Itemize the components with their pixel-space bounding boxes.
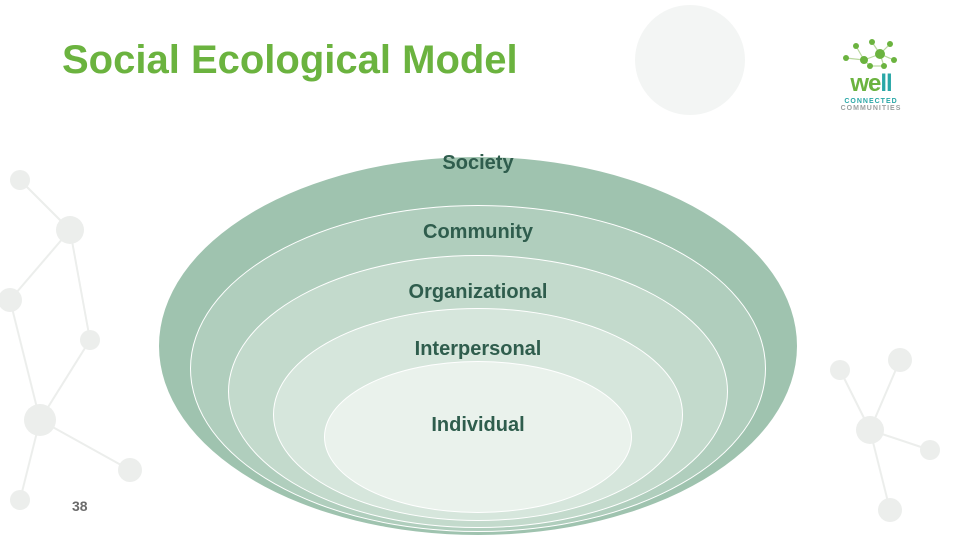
logo-word-part1: we bbox=[850, 70, 880, 97]
logo-wordmark: well bbox=[826, 72, 916, 96]
nested-ellipse-diagram: Society Community Organizational Interperso… bbox=[158, 118, 798, 498]
logo-graph-icon bbox=[826, 36, 916, 70]
layer-label-interpersonal: Interpersonal bbox=[415, 338, 542, 361]
logo-subtext-2: COMMUNITIES bbox=[826, 105, 916, 112]
layer-label-community: Community bbox=[423, 221, 533, 244]
logo-word-part2: ll bbox=[880, 70, 891, 97]
page-title: Social Ecological Model bbox=[62, 38, 518, 83]
layer-label-individual: Individual bbox=[431, 414, 524, 437]
brand-logo: well CONNECTED COMMUNITIES bbox=[826, 36, 916, 112]
decor-circle bbox=[635, 5, 745, 115]
slide: Social Ecological Model well CONNECTED C… bbox=[0, 0, 960, 540]
decor-network-right bbox=[820, 340, 960, 540]
logo-subtext-1: CONNECTED bbox=[826, 98, 916, 105]
page-number: 38 bbox=[72, 498, 88, 514]
layer-label-society: Society bbox=[442, 152, 513, 175]
layer-label-organizational: Organizational bbox=[409, 281, 548, 304]
